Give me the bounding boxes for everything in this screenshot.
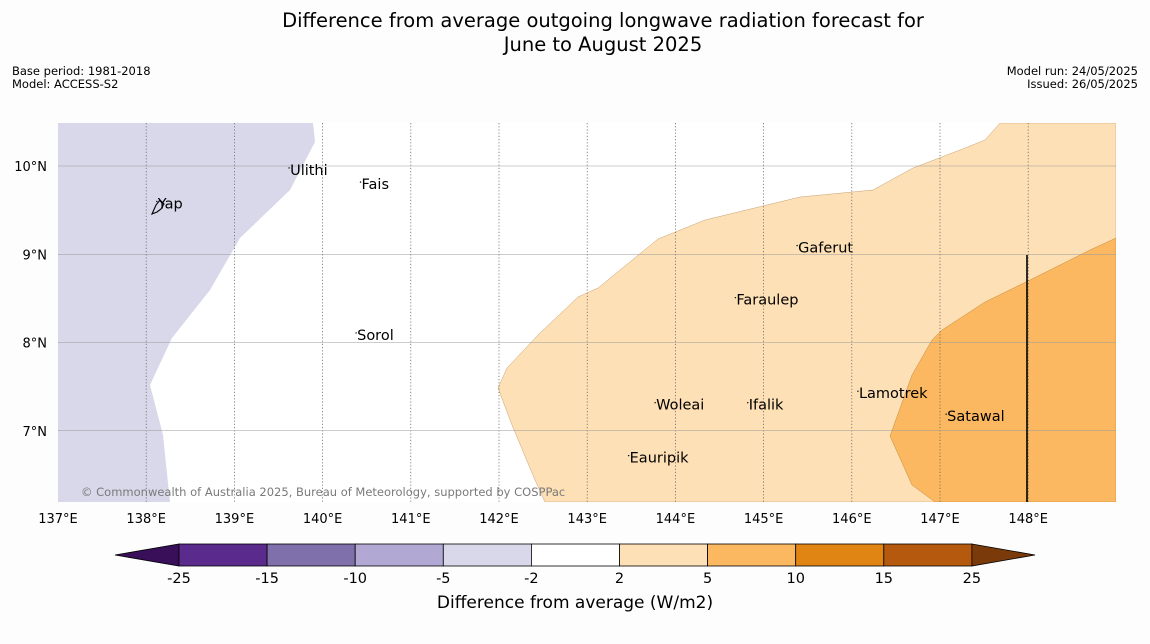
map-area: Ulithi Fais Yap Gaferut Faraulep Sorol Lamotre… bbox=[58, 123, 1116, 502]
colorbar-tick-label: -25 bbox=[167, 571, 191, 587]
latitude-tick-label: 7°N bbox=[23, 425, 48, 440]
colorbar-segment bbox=[531, 543, 620, 567]
place-label: Sorol bbox=[357, 328, 394, 344]
latitude-tick-label: 9°N bbox=[23, 248, 48, 263]
colorbar-segment bbox=[442, 543, 532, 567]
colorbar-tick-label: -15 bbox=[255, 571, 279, 587]
place-label: Woleai bbox=[656, 398, 704, 414]
island-marker bbox=[654, 401, 656, 404]
latitude-tick-label: 8°N bbox=[23, 337, 48, 352]
place-label: Yap bbox=[157, 196, 183, 212]
place-label: Fais bbox=[362, 177, 389, 193]
longitude-tick-label: 148°E bbox=[1008, 512, 1048, 527]
issued-text: Issued: 26/05/2025 bbox=[1027, 77, 1138, 91]
colorbar-segment bbox=[619, 543, 708, 567]
colorbar-tick-label: -10 bbox=[343, 571, 367, 587]
base-period-text: Base period: 1981-2018 bbox=[12, 64, 151, 78]
island-marker bbox=[627, 454, 630, 457]
island-marker bbox=[747, 401, 749, 404]
longitude-tick-label: 146°E bbox=[832, 512, 872, 527]
longitude-tick-label: 140°E bbox=[303, 512, 343, 527]
place-labels: Ulithi Fais Yap Gaferut Faraulep Sorol Lamotre… bbox=[156, 163, 1005, 467]
longitude-tick-label: 144°E bbox=[656, 512, 696, 527]
colorbar-segment bbox=[795, 543, 885, 567]
colorbar-segment bbox=[707, 543, 797, 567]
colorbar-segment bbox=[883, 543, 973, 567]
island-marker bbox=[796, 244, 798, 247]
map-title: Difference from average outgoing longwav… bbox=[0, 9, 1150, 57]
longitude-tick-label: 143°E bbox=[567, 512, 607, 527]
colorbar-segment bbox=[266, 543, 356, 567]
axis-labels: 137°E 138°E 139°E 140°E 141°E 142°E 143°E 144°E… bbox=[14, 160, 1048, 527]
colorbar-tick-label: -5 bbox=[436, 571, 450, 587]
meta-left: Base period: 1981-2018 Model: ACCESS-S2 bbox=[12, 65, 151, 91]
colorbar-segment bbox=[178, 543, 268, 567]
colorbar-min-extension bbox=[114, 543, 180, 567]
longitude-tick-label: 138°E bbox=[126, 512, 166, 527]
title-line-2: June to August 2025 bbox=[503, 33, 703, 56]
longitude-tick-label: 147°E bbox=[920, 512, 960, 527]
colorbar-tick-label: -2 bbox=[524, 571, 538, 587]
place-label: Ulithi bbox=[290, 163, 328, 179]
longitude-tick-label: 145°E bbox=[744, 512, 784, 527]
yap-island-outline bbox=[150, 199, 165, 216]
copyright-credit: © Commonwealth of Australia 2025, Bureau… bbox=[81, 485, 565, 499]
colorbar-max-extension bbox=[971, 543, 1036, 567]
island-marker bbox=[288, 167, 290, 169]
longitude-tick-label: 142°E bbox=[479, 512, 519, 527]
island-marker bbox=[355, 332, 357, 334]
colorbar-tick-label: 10 bbox=[786, 571, 804, 587]
model-text: Model: ACCESS-S2 bbox=[12, 77, 119, 91]
place-label: Satawal bbox=[947, 409, 1004, 425]
longitude-tick-label: 139°E bbox=[215, 512, 255, 527]
colorbar-tick-label: 5 bbox=[703, 571, 712, 587]
longitude-tick-label: 141°E bbox=[391, 512, 431, 527]
place-label: Lamotrek bbox=[859, 386, 928, 402]
place-label: Ifalik bbox=[749, 398, 784, 414]
positive-anomaly-region-5-10 bbox=[889, 237, 1116, 502]
graticule bbox=[58, 123, 1116, 502]
negative-anomaly-region bbox=[58, 123, 315, 502]
colorbar-tick-label: 25 bbox=[963, 571, 981, 587]
longitude-tick-label: 137°E bbox=[38, 512, 78, 527]
model-run-text: Model run: 24/05/2025 bbox=[1006, 64, 1138, 78]
colorbar-tick-label: 15 bbox=[875, 571, 893, 587]
place-label: Gaferut bbox=[798, 241, 853, 257]
title-line-1: Difference from average outgoing longwav… bbox=[282, 9, 924, 32]
place-label: Eauripik bbox=[630, 451, 689, 467]
colorbar: -25 -15 -10 -5 -2 2 5 10 15 25 bbox=[114, 543, 1036, 587]
meta-right: Model run: 24/05/2025 Issued: 26/05/2025 bbox=[1007, 65, 1138, 91]
colorbar-segment bbox=[354, 543, 444, 567]
island-marker bbox=[734, 296, 737, 299]
colorbar-tick-label: 2 bbox=[615, 571, 624, 587]
island-marker bbox=[359, 181, 362, 183]
place-label: Faraulep bbox=[736, 293, 798, 309]
island-marker bbox=[156, 200, 158, 203]
island-marker bbox=[945, 413, 947, 415]
latitude-tick-label: 10°N bbox=[14, 160, 47, 175]
island-marker bbox=[857, 390, 859, 392]
colorbar-label: Difference from average (W/m2) bbox=[436, 593, 714, 613]
